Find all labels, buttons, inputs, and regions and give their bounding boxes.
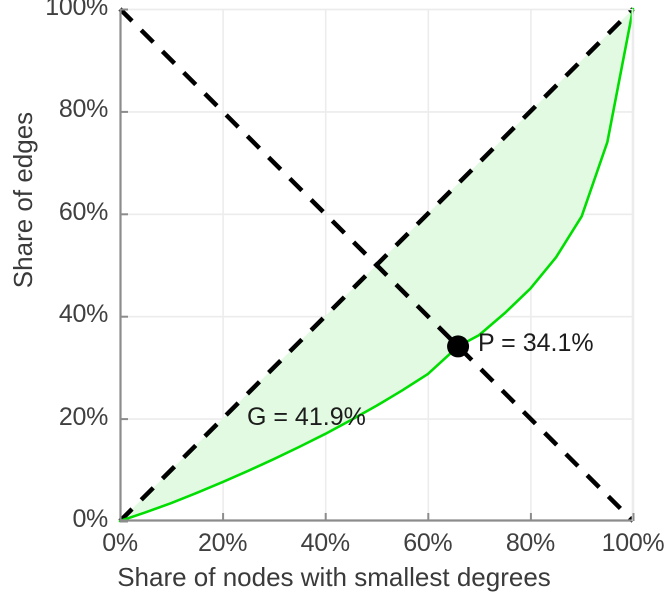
- g-value-annotation: G = 41.9%: [247, 403, 366, 431]
- x-axis-title: Share of nodes with smallest degrees: [117, 562, 551, 592]
- y-tick-label: 80%: [58, 95, 108, 124]
- y-axis-title: Share of edges: [8, 111, 38, 289]
- p-point-marker: [447, 335, 470, 358]
- y-tick-label: 40%: [58, 300, 108, 329]
- x-tick-label: 80%: [505, 529, 555, 557]
- x-tick-label: 60%: [403, 529, 453, 557]
- lorenz-curve-line: [118, 7, 635, 523]
- y-tick-label: 60%: [58, 197, 108, 226]
- x-tick-label: 20%: [198, 529, 248, 557]
- p-value-annotation: P = 34.1%: [478, 329, 594, 357]
- x-tick-label: 40%: [300, 529, 350, 557]
- equality-dashed-line: [118, 7, 635, 523]
- tick-marks: [119, 8, 635, 523]
- x-tick-label: 0%: [102, 529, 138, 557]
- y-tick-label: 100%: [45, 0, 108, 21]
- y-tick-label: 0%: [72, 505, 108, 533]
- x-tick-label: 100%: [601, 529, 665, 557]
- y-tick-label: 20%: [58, 402, 108, 431]
